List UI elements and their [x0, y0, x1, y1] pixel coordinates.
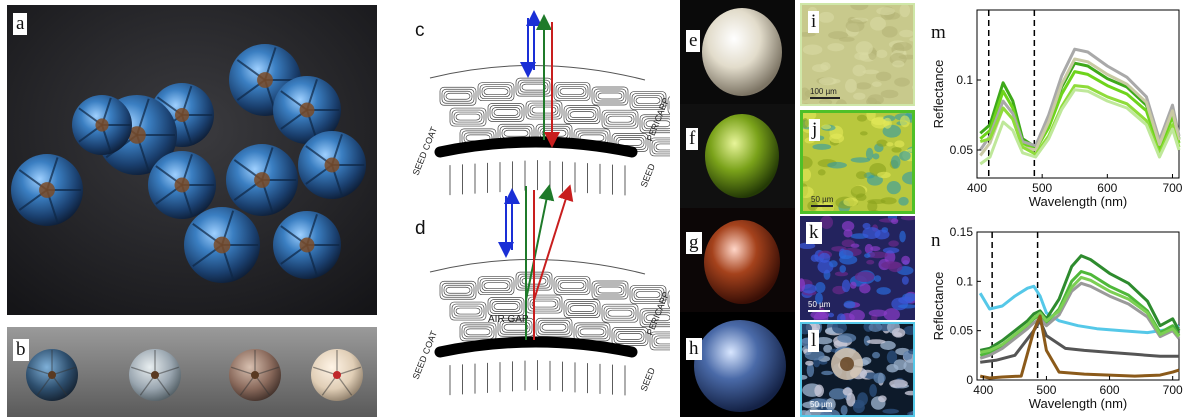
- x-tick-label: 700: [1163, 383, 1183, 397]
- photo-b-image: [7, 327, 377, 417]
- seed-label-d: SEED: [639, 366, 658, 393]
- photo-a-fruits: a: [7, 5, 377, 315]
- micrograph-l: l 50 µm: [800, 322, 915, 417]
- x-tick-label: 500: [1036, 383, 1056, 397]
- arrow-red-angled-d: [533, 184, 574, 301]
- arrow-green-angled-d: [525, 184, 555, 301]
- panel-label-d: d: [415, 218, 426, 239]
- series-line: [979, 88, 1181, 166]
- plot-area: [976, 9, 1180, 179]
- panel-label-f: f: [686, 128, 699, 150]
- panel-label-a: a: [13, 13, 28, 35]
- seed-coat-c: [434, 136, 638, 158]
- air-gap-label: AIR GAP: [488, 314, 529, 325]
- micrograph-k: k 50 µm: [800, 216, 915, 320]
- fruit-f: [705, 114, 779, 198]
- series-line: [980, 319, 1179, 364]
- chart-n: 400 500 600 700 0 0.05 0.1 0.15 Wavelength (nm) R…: [931, 225, 1183, 411]
- scale-text-l: 50 µm: [810, 400, 833, 409]
- diagram-d: AIR GAP d SEED COAT SEED PERICARP: [411, 184, 670, 396]
- fruit-h: [694, 320, 786, 412]
- panel-label-h: h: [686, 338, 702, 360]
- chart-m-container: 400 500 600 700 0.05 0.1 Wavelength (nm) Reflec…: [925, 0, 1189, 210]
- panel-label-l: l: [808, 330, 820, 352]
- photo-e-h-column: e f g h: [680, 0, 795, 417]
- y-tick-label: 0.05: [950, 143, 974, 157]
- photo-b-fruit-series: b: [7, 327, 377, 417]
- panel-label-c: c: [415, 20, 425, 41]
- x-tick-label: 600: [1097, 181, 1117, 195]
- scale-text-j: 50 µm: [811, 195, 834, 204]
- photo-a-image: [7, 5, 377, 315]
- x-axis-label: Wavelength (nm): [1029, 194, 1128, 209]
- series-line: [979, 254, 1181, 352]
- series-line: [979, 281, 1181, 360]
- chart-m: 400 500 600 700 0.05 0.1 Wavelength (nm) Reflec…: [931, 9, 1183, 209]
- y-tick-label: 0.1: [956, 274, 973, 288]
- fruit-e: [702, 8, 782, 96]
- series-line: [979, 70, 1181, 152]
- y-tick-label: 0.15: [950, 225, 974, 239]
- x-tick-label: 700: [1162, 181, 1182, 195]
- panel-label-i: i: [808, 11, 820, 33]
- photo-e-h-image: [680, 0, 795, 417]
- x-axis-label: Wavelength (nm): [1029, 396, 1128, 411]
- panel-label-j: j: [809, 119, 821, 141]
- y-axis-label: Reflectance: [931, 60, 946, 129]
- panel-label-m: m: [931, 22, 946, 43]
- scale-bar-l: [810, 410, 832, 412]
- micrograph-i: i 100 µm: [800, 3, 915, 106]
- scale-text-i: 100 µm: [810, 87, 837, 96]
- micrograph-j: j 50 µm: [800, 110, 915, 214]
- diagram-c-d: c SEED COAT SEED PERICARP AIR GAP d SEED…: [400, 0, 670, 417]
- series-line: [979, 314, 1180, 380]
- x-tick-label: 600: [1100, 383, 1120, 397]
- seed-coat-d: [434, 336, 638, 358]
- series-line: [978, 284, 1180, 335]
- panel-label-e: e: [686, 30, 701, 52]
- series-line: [979, 275, 1181, 354]
- panel-label-b: b: [13, 339, 29, 361]
- x-tick-label: 400: [973, 383, 993, 397]
- chart-n-container: 400 500 600 700 0 0.05 0.1 0.15 Wavelength (nm) R…: [925, 210, 1189, 417]
- diagram-svg: c SEED COAT SEED PERICARP AIR GAP d SEED…: [411, 10, 670, 396]
- scale-bar-k: [808, 310, 830, 312]
- x-tick-label: 500: [1032, 181, 1052, 195]
- y-tick-label: 0: [966, 373, 973, 387]
- seed-label-c: SEED: [639, 162, 658, 189]
- fruit-g: [704, 220, 780, 304]
- x-tick-label: 400: [967, 181, 987, 195]
- scale-bar-i: [810, 97, 840, 99]
- micrograph-i-image: [802, 5, 913, 104]
- scale-text-k: 50 µm: [808, 300, 831, 309]
- panel-label-n: n: [931, 230, 941, 251]
- y-tick-label: 0.1: [956, 73, 973, 87]
- panel-label-g: g: [686, 232, 702, 254]
- scale-bar-j: [811, 205, 833, 207]
- panel-label-k: k: [806, 222, 822, 244]
- diagram-c: c SEED COAT SEED PERICARP: [411, 10, 670, 196]
- seed-coat-label-d: SEED COAT: [411, 329, 440, 381]
- micrograph-j-image: [803, 113, 912, 211]
- y-tick-label: 0.05: [950, 324, 974, 338]
- y-axis-label: Reflectance: [931, 272, 946, 341]
